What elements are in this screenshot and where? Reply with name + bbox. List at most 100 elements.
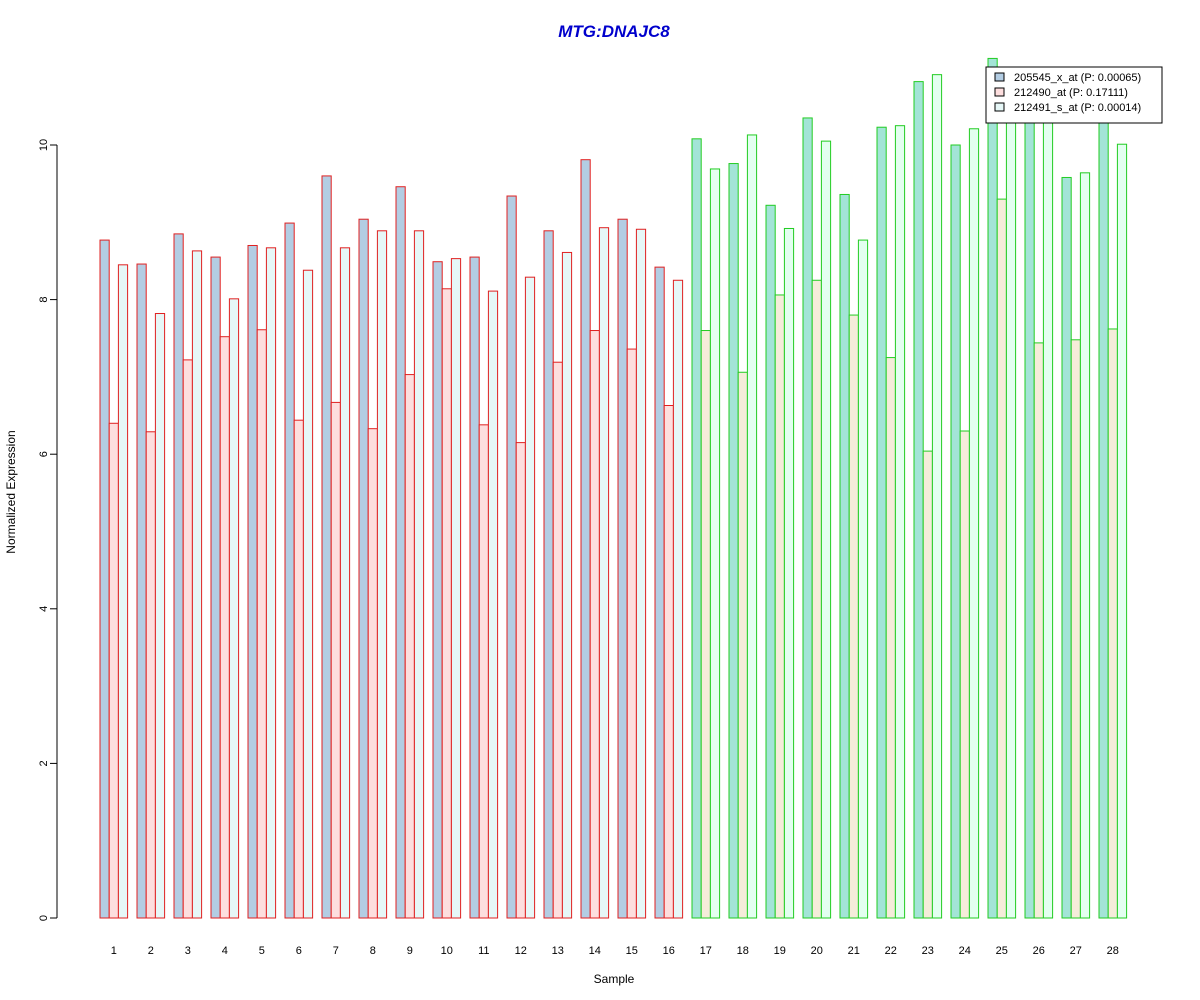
- x-tick-label: 12: [515, 945, 527, 957]
- bar-sample-6-series-3: [302, 269, 314, 919]
- legend-box: [985, 66, 1163, 124]
- bar-sample-3-series-1: [173, 233, 184, 919]
- x-tick-label: 24: [959, 945, 971, 957]
- bar-sample-13-series-1: [543, 230, 554, 919]
- x-tick-label: 15: [626, 945, 638, 957]
- bar-sample-28-series-3: [1116, 143, 1128, 919]
- x-tick-label: 25: [996, 945, 1008, 957]
- bar-sample-13-series-2: [552, 361, 563, 919]
- x-tick-label: 16: [663, 945, 675, 957]
- bar-sample-18-series-1: [728, 163, 739, 919]
- legend: 205545_x_at (P: 0.00065) 212490_at (P: 0.…: [985, 66, 1163, 124]
- bar-sample-24-series-3: [968, 128, 980, 919]
- bar-sample-8-series-1: [358, 218, 369, 919]
- bar-sample-19-series-3: [783, 227, 795, 919]
- x-tick-label: 6: [296, 945, 302, 957]
- bar-sample-7-series-2: [330, 401, 341, 919]
- bar-sample-25-series-1: [987, 57, 998, 919]
- bar-sample-11-series-2: [478, 424, 489, 919]
- bar-sample-7-series-3: [339, 247, 351, 919]
- bar-sample-24-series-1: [950, 144, 961, 919]
- bar-sample-3-series-3: [191, 250, 203, 919]
- bar-sample-2-series-1: [136, 263, 147, 919]
- bar-sample-26-series-3: [1042, 112, 1054, 919]
- bar-sample-14-series-2: [589, 330, 600, 919]
- bar-sample-25-series-3: [1005, 112, 1017, 919]
- x-tick-label: 7: [333, 945, 339, 957]
- bar-sample-5-series-3: [265, 247, 277, 919]
- y-tick-label: 0: [38, 915, 50, 921]
- bar-sample-4-series-2: [219, 336, 230, 919]
- bar-sample-27-series-3: [1079, 172, 1091, 919]
- bar-sample-16-series-3: [672, 279, 684, 919]
- x-tick-label: 19: [774, 945, 786, 957]
- bar-sample-1-series-2: [108, 422, 119, 919]
- bar-sample-16-series-1: [654, 266, 665, 919]
- bar-sample-24-series-2: [959, 430, 970, 919]
- x-tick-label: 28: [1107, 945, 1119, 957]
- bar-sample-12-series-1: [506, 195, 517, 919]
- bar-sample-1-series-3: [117, 264, 129, 919]
- bar-sample-4-series-3: [228, 298, 240, 919]
- bar-sample-18-series-2: [737, 371, 748, 919]
- legend-label: 212491_s_at (P: 0.00014): [1014, 102, 1141, 114]
- chart-title: MTG:DNAJC8: [558, 22, 670, 41]
- bar-sample-22-series-2: [885, 357, 896, 919]
- bar-sample-22-series-1: [876, 126, 887, 919]
- bar-sample-6-series-2: [293, 419, 304, 919]
- bar-sample-5-series-1: [247, 244, 258, 919]
- bar-sample-20-series-3: [820, 140, 832, 919]
- bar-sample-26-series-1: [1024, 112, 1035, 919]
- x-tick-label: 9: [407, 945, 413, 957]
- bar-sample-11-series-3: [487, 290, 499, 919]
- bar-sample-11-series-1: [469, 256, 480, 919]
- y-tick-label: 6: [38, 451, 50, 457]
- bar-sample-8-series-2: [367, 428, 378, 919]
- bars-group: [99, 57, 1128, 919]
- bar-sample-2-series-3: [154, 313, 166, 919]
- x-tick-label: 27: [1070, 945, 1082, 957]
- bar-sample-10-series-1: [432, 261, 443, 919]
- bar-sample-9-series-2: [404, 374, 415, 919]
- x-tick-label: 26: [1033, 945, 1045, 957]
- x-tick-label: 13: [552, 945, 564, 957]
- bar-sample-12-series-2: [515, 442, 526, 919]
- bar-sample-21-series-2: [848, 314, 859, 919]
- legend-swatch: [994, 72, 1005, 82]
- bar-sample-10-series-3: [450, 258, 462, 919]
- bar-sample-17-series-2: [700, 330, 711, 919]
- legend-label: 205545_x_at (P: 0.00065): [1014, 72, 1141, 84]
- x-tick-label: 3: [185, 945, 191, 957]
- x-tick-labels: 1 2 3 4 5 6 7 8 9 10 11 12 13 14 15 16 17 18 19 20 21 22 23 24 2…: [111, 945, 1119, 957]
- x-tick-label: 4: [222, 945, 228, 957]
- bar-sample-5-series-2: [256, 329, 267, 919]
- y-tick-label: 10: [38, 139, 50, 151]
- bar-sample-21-series-1: [839, 193, 850, 919]
- bar-sample-19-series-2: [774, 294, 785, 919]
- bar-sample-13-series-3: [561, 251, 573, 919]
- x-tick-label: 17: [700, 945, 712, 957]
- legend-label: 212490_at (P: 0.17111): [1014, 87, 1128, 99]
- bar-sample-17-series-1: [691, 138, 702, 919]
- bar-sample-6-series-1: [284, 222, 295, 919]
- x-tick-label: 18: [737, 945, 749, 957]
- y-axis-title: Normalized Expression: [4, 430, 18, 553]
- bar-sample-23-series-3: [931, 74, 943, 919]
- y-tick-label: 8: [38, 297, 50, 303]
- bar-sample-27-series-2: [1070, 339, 1081, 919]
- bar-sample-4-series-1: [210, 256, 221, 919]
- bar-sample-15-series-3: [635, 228, 647, 919]
- legend-swatch: [994, 87, 1005, 97]
- x-tick-label: 1: [111, 945, 117, 957]
- bar-sample-17-series-3: [709, 168, 721, 919]
- bar-sample-26-series-2: [1033, 342, 1044, 919]
- bar-sample-1-series-1: [99, 239, 110, 919]
- x-tick-label: 22: [885, 945, 897, 957]
- bar-sample-20-series-2: [811, 279, 822, 919]
- x-tick-label: 14: [589, 945, 601, 957]
- x-axis-title: Sample: [594, 972, 635, 986]
- bar-sample-15-series-2: [626, 348, 637, 919]
- x-tick-label: 21: [848, 945, 860, 957]
- bar-sample-22-series-3: [894, 125, 906, 919]
